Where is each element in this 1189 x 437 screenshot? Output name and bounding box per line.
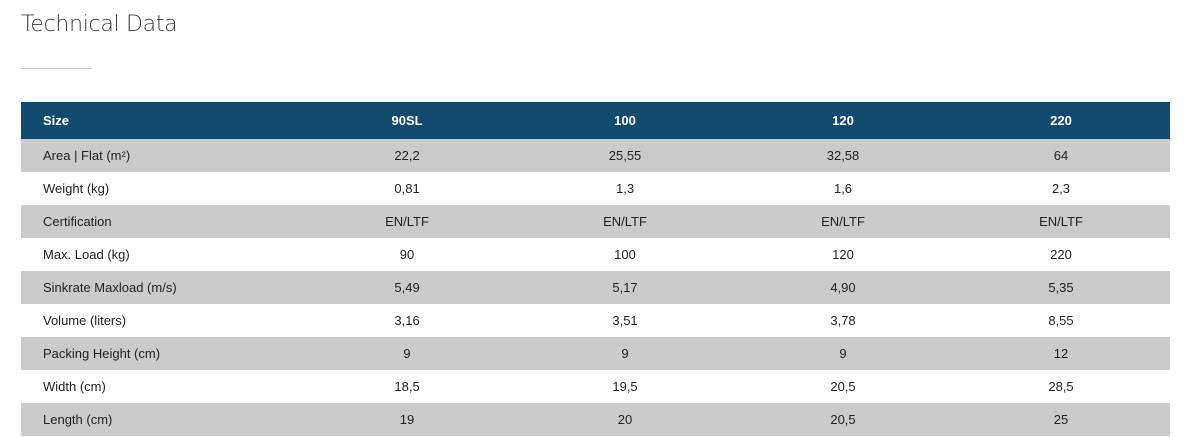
table-cell: 12: [952, 337, 1170, 370]
header-size-120: 120: [734, 102, 952, 139]
header-size: Size: [21, 102, 299, 139]
table-cell: 20,5: [734, 370, 952, 403]
section-title: Technical Data: [21, 12, 178, 37]
table-cell: EN/LTF: [516, 205, 735, 238]
table-cell: EN/LTF: [952, 205, 1170, 238]
table-cell: 9: [516, 337, 735, 370]
table-cell: 19: [298, 403, 517, 436]
table-cell: 0,81: [298, 172, 517, 205]
row-label: Area | Flat (m²): [21, 139, 299, 172]
table-cell: 90: [298, 238, 517, 271]
title-underline: [21, 68, 92, 69]
table-cell: 3,51: [516, 304, 735, 337]
table-cell: 4,90: [734, 271, 952, 304]
row-label: Weight (kg): [21, 172, 299, 205]
table-cell: 1,6: [734, 172, 952, 205]
table-cell: 8,55: [952, 304, 1170, 337]
technical-data-table: Size 90SL 100 120 220 Area | Flat (m²) 2…: [21, 102, 1170, 436]
header-size-100: 100: [516, 102, 735, 139]
header-size-220: 220: [952, 102, 1170, 139]
table-cell: 20: [516, 403, 735, 436]
table-cell: 5,35: [952, 271, 1170, 304]
row-label: Width (cm): [21, 370, 299, 403]
table-cell: 32,58: [734, 139, 952, 172]
table-cell: 1,3: [516, 172, 735, 205]
table-row: Certification EN/LTF EN/LTF EN/LTF EN/LT…: [21, 205, 1170, 238]
table-cell: 220: [952, 238, 1170, 271]
table-cell: 3,78: [734, 304, 952, 337]
table-cell: 5,17: [516, 271, 735, 304]
table-cell: 19,5: [516, 370, 735, 403]
row-label: Sinkrate Maxload (m/s): [21, 271, 299, 304]
row-label: Certification: [21, 205, 299, 238]
table-cell: 3,16: [298, 304, 517, 337]
table-row: Area | Flat (m²) 22,2 25,55 32,58 64: [21, 139, 1170, 172]
table-cell: 22,2: [298, 139, 517, 172]
table-cell: 18,5: [298, 370, 517, 403]
table-cell: 20,5: [734, 403, 952, 436]
table-row: Sinkrate Maxload (m/s) 5,49 5,17 4,90 5,…: [21, 271, 1170, 304]
row-label: Packing Height (cm): [21, 337, 299, 370]
row-label: Max. Load (kg): [21, 238, 299, 271]
table-header-row: Size 90SL 100 120 220: [21, 102, 1170, 139]
table-row: Max. Load (kg) 90 100 120 220: [21, 238, 1170, 271]
table-row: Packing Height (cm) 9 9 9 12: [21, 337, 1170, 370]
table-row: Weight (kg) 0,81 1,3 1,6 2,3: [21, 172, 1170, 205]
table-cell: 25: [952, 403, 1170, 436]
table-row: Width (cm) 18,5 19,5 20,5 28,5: [21, 370, 1170, 403]
table-row: Length (cm) 19 20 20,5 25: [21, 403, 1170, 436]
table-cell: 9: [734, 337, 952, 370]
table-row: Volume (liters) 3,16 3,51 3,78 8,55: [21, 304, 1170, 337]
table-cell: 9: [298, 337, 517, 370]
table-cell: 5,49: [298, 271, 517, 304]
table-cell: 25,55: [516, 139, 735, 172]
row-label: Length (cm): [21, 403, 299, 436]
row-label: Volume (liters): [21, 304, 299, 337]
table-cell: 28,5: [952, 370, 1170, 403]
header-size-90sl: 90SL: [298, 102, 517, 139]
table-cell: 100: [516, 238, 735, 271]
table-cell: 2,3: [952, 172, 1170, 205]
table-cell: EN/LTF: [298, 205, 517, 238]
table-cell: 64: [952, 139, 1170, 172]
table-cell: EN/LTF: [734, 205, 952, 238]
table-cell: 120: [734, 238, 952, 271]
